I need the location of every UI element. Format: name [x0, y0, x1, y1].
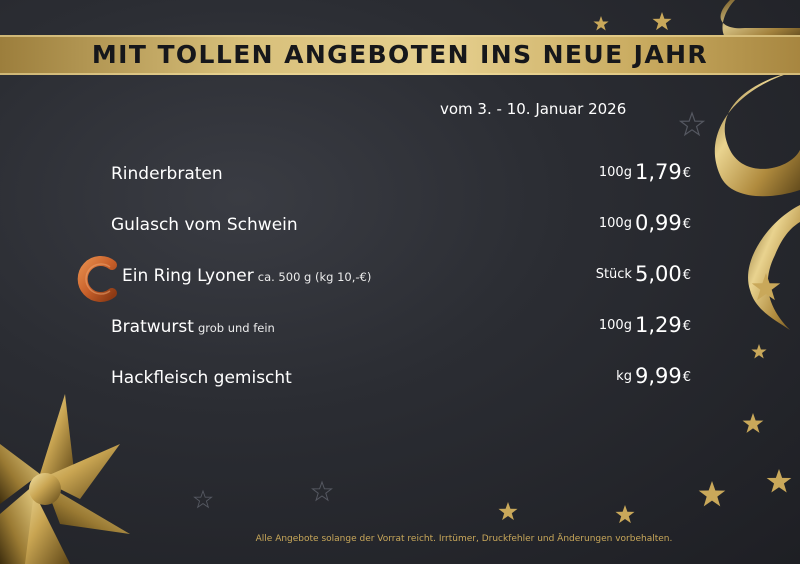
item-currency: € [682, 217, 691, 232]
item-note: grob und fein [197, 321, 275, 335]
item-name: Rinderbraten [111, 164, 223, 184]
item-unit: kg [616, 369, 632, 384]
lyoner-ring-icon [77, 256, 117, 302]
item-price: 5,00 [634, 262, 682, 286]
item-currency: € [682, 319, 691, 334]
item-name: Hackfleisch gemischt [111, 368, 292, 388]
disclaimer: Alle Angebote solange der Vorrat reicht.… [255, 534, 673, 544]
item-currency: € [682, 370, 691, 385]
item-unit: 100g [598, 318, 632, 333]
item-unit: Stück [595, 267, 632, 282]
offer-date-range: vom 3. - 10. Januar 2026 [440, 100, 627, 118]
offer-item: Gulasch vom Schwein 100g 0,99€ [111, 211, 691, 241]
item-note: ca. 500 g (kg 10,-€) [257, 270, 372, 284]
item-price: 1,79 [634, 160, 682, 184]
offer-item: Ein Ring Lyoner ca. 500 g (kg 10,-€) Stüc… [122, 262, 691, 292]
page-title: MIT TOLLEN ANGEBOTEN INS NEUE JAHR [91, 40, 709, 69]
gold-bow-icon [0, 394, 130, 564]
item-price: 1,29 [634, 313, 682, 337]
offer-item: Bratwurst grob und fein 100g 1,29€ [111, 313, 691, 343]
item-price: 0,99 [634, 211, 682, 235]
item-name: Gulasch vom Schwein [111, 215, 298, 235]
title-band: MIT TOLLEN ANGEBOTEN INS NEUE JAHR [0, 35, 800, 75]
item-unit: 100g [598, 165, 632, 180]
item-name: Bratwurst [111, 317, 194, 337]
item-price: 9,99 [634, 364, 682, 388]
offer-item: Rinderbraten 100g 1,79€ [111, 160, 691, 190]
item-currency: € [682, 166, 691, 181]
gold-ribbon-icon [714, 0, 800, 330]
offer-item: Hackfleisch gemischt kg 9,99€ [111, 364, 691, 394]
item-name: Ein Ring Lyoner [122, 266, 254, 286]
item-currency: € [682, 268, 691, 283]
item-unit: 100g [598, 216, 632, 231]
